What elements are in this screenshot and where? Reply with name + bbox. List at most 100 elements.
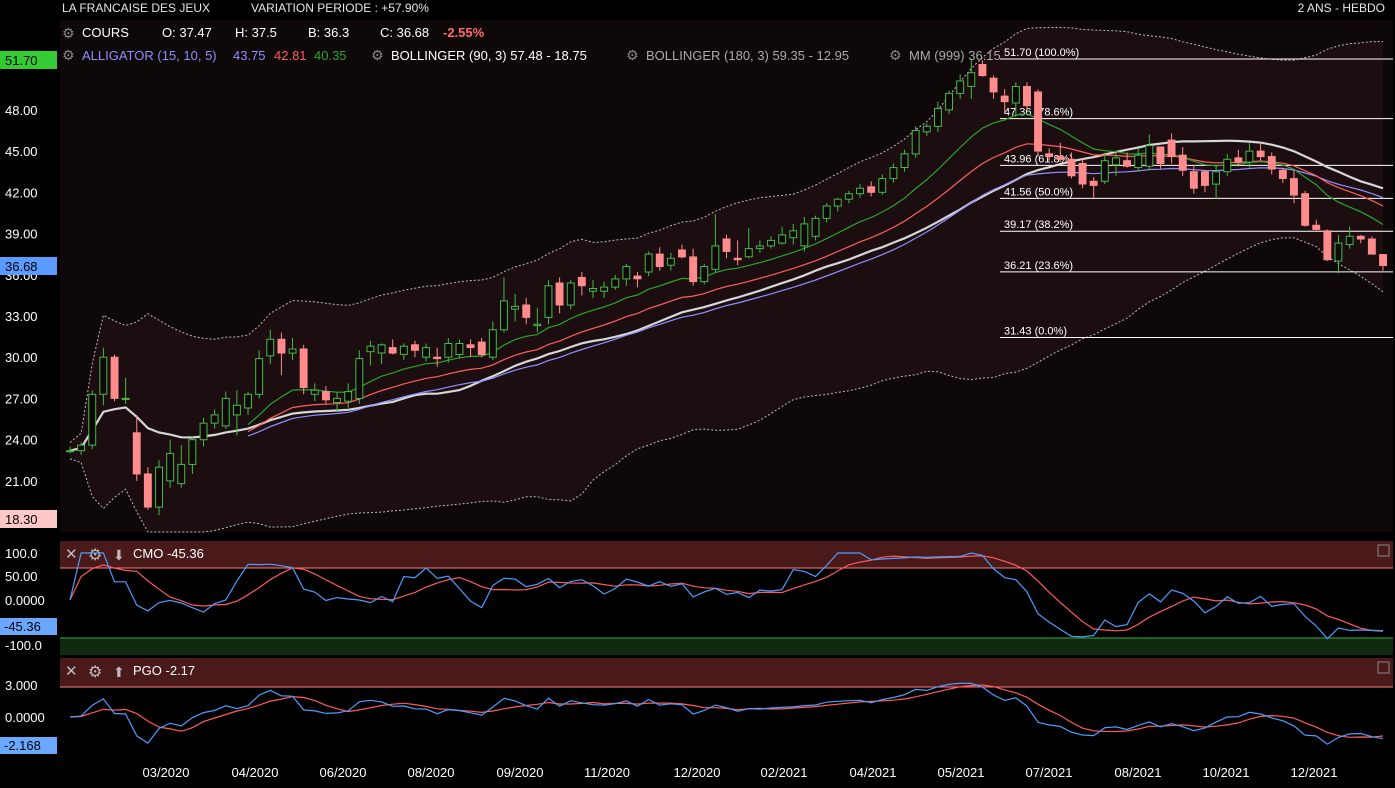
cmo-title: CMO -45.36 — [133, 546, 204, 561]
gear-icon[interactable]: ⚙ — [62, 25, 75, 41]
candle — [878, 174, 887, 196]
legend-low: B: 36.3 — [308, 25, 349, 40]
fibonacci-label: 43.96 (61.8%) — [1004, 153, 1073, 165]
candle — [733, 240, 742, 266]
maximize-icon[interactable] — [1377, 544, 1390, 557]
legend-bollinger-90: BOLLINGER (90, 3) 57.48 - 18.75 — [391, 48, 587, 63]
candle — [533, 307, 542, 333]
candle — [121, 377, 130, 404]
candle — [188, 436, 197, 475]
candle — [1089, 177, 1098, 200]
candle — [744, 228, 753, 259]
legend-alligator-jaw: 43.75 — [233, 48, 266, 63]
candle — [399, 343, 408, 360]
pgo-line — [69, 682, 1384, 745]
fibonacci-label: 41.56 (50.0%) — [1004, 186, 1073, 198]
candle — [1023, 82, 1031, 109]
period-label[interactable]: 2 ANS - HEBDO — [1298, 1, 1385, 15]
bollinger-lower — [69, 237, 1384, 533]
gear-icon[interactable]: ⚙ — [62, 47, 75, 63]
candle — [566, 280, 575, 310]
candle — [433, 347, 442, 367]
arrow-down-icon[interactable]: ⬇ — [113, 547, 125, 563]
candle — [1134, 148, 1143, 172]
x-tick-label: 08/2020 — [408, 765, 455, 780]
legend-close: C: 36.68 — [380, 25, 429, 40]
maximize-icon[interactable] — [1377, 661, 1390, 674]
candle — [555, 277, 564, 314]
price-badge-low: 18.30 — [0, 510, 57, 528]
svg-text:18.30: 18.30 — [5, 512, 38, 527]
gear-icon[interactable]: ⚙ — [88, 547, 102, 564]
price-badge-high: 51.70 — [0, 51, 57, 69]
arrow-up-icon[interactable]: ⬆ — [113, 664, 125, 680]
candle — [922, 123, 931, 136]
candle — [422, 343, 431, 362]
candle — [466, 339, 475, 358]
candle — [210, 409, 219, 429]
y-tick-label: 21.00 — [5, 474, 38, 489]
candle — [711, 214, 720, 273]
candle — [299, 344, 308, 395]
y-tick-label: 30.00 — [5, 350, 38, 365]
candle — [833, 197, 842, 212]
candle — [577, 272, 586, 296]
candle — [77, 442, 86, 455]
instrument-title: LA FRANCAISE DES JEUX — [62, 1, 210, 15]
candle — [500, 277, 508, 333]
candle — [844, 190, 853, 204]
candle — [655, 247, 664, 271]
candle — [1323, 229, 1332, 262]
candle — [1045, 148, 1054, 161]
candle — [689, 248, 698, 286]
candle — [811, 215, 820, 241]
candle — [377, 343, 386, 365]
gear-icon[interactable]: ⚙ — [889, 47, 902, 63]
x-tick-label: 04/2021 — [850, 765, 897, 780]
candle — [99, 347, 108, 406]
bollinger-upper — [69, 27, 1384, 443]
pgo-badge — [0, 737, 57, 754]
close-icon[interactable]: ✕ — [65, 663, 78, 680]
candle — [1011, 82, 1020, 117]
candle — [255, 350, 264, 399]
mm-line — [69, 139, 1384, 452]
candle — [477, 337, 486, 358]
x-tick-label: 05/2021 — [938, 765, 985, 780]
candle — [622, 263, 631, 286]
candle — [488, 321, 497, 360]
gear-icon[interactable]: ⚙ — [626, 47, 639, 63]
candle — [778, 226, 787, 245]
y-tick-label: 48.00 — [5, 103, 38, 118]
candle — [333, 391, 342, 413]
bollinger-band-area — [70, 27, 1383, 532]
legend-change: -2.55% — [443, 25, 485, 40]
candle — [455, 339, 464, 359]
candle — [1100, 152, 1109, 185]
candle — [155, 460, 164, 516]
fibonacci-label: 39.17 (38.2%) — [1004, 219, 1073, 231]
legend-alligator-lips: 40.35 — [314, 48, 347, 63]
x-tick-label: 04/2020 — [232, 765, 279, 780]
x-tick-label: 08/2021 — [1115, 765, 1162, 780]
fibonacci-label: 36.21 (23.6%) — [1004, 260, 1073, 272]
cmo-tick: 0.0000 — [5, 593, 45, 608]
candle — [1189, 164, 1198, 194]
candle — [945, 90, 953, 114]
pgo-tick: 3.000 — [5, 678, 38, 693]
candle — [1201, 170, 1209, 193]
candle — [755, 240, 764, 253]
candle — [310, 383, 319, 402]
gear-icon[interactable]: ⚙ — [371, 47, 384, 63]
gear-icon[interactable]: ⚙ — [88, 664, 102, 681]
candle — [88, 390, 97, 450]
candle — [1167, 133, 1176, 164]
candle — [600, 281, 609, 299]
candle — [322, 386, 330, 404]
candle — [1000, 89, 1009, 113]
cmo-tick: 100.0 — [5, 546, 38, 561]
x-tick-label: 12/2020 — [674, 765, 721, 780]
close-icon[interactable]: ✕ — [65, 546, 78, 563]
candle — [1212, 166, 1220, 200]
